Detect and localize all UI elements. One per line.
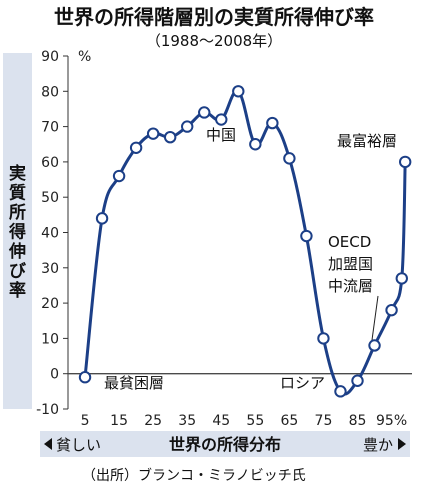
data-point [78, 371, 92, 384]
annotation-oecd: OECD [328, 233, 371, 251]
data-point [112, 169, 126, 183]
data-point [317, 332, 330, 345]
y-tick-label: 80 [41, 84, 59, 100]
y-axis: -10 0 10 20 30 40 50 60 70 80 90 [36, 49, 412, 418]
x-tick-label: 45 [212, 413, 230, 429]
arrow-right-icon [398, 438, 406, 450]
data-point [198, 106, 211, 119]
data-point [385, 303, 398, 317]
data-point [266, 116, 279, 130]
annotation-russia: ロシア [280, 374, 325, 392]
annotation-china: 中国 [206, 126, 236, 144]
data-point [146, 127, 160, 140]
x-tick-label: 55 [246, 413, 264, 429]
data-point [351, 374, 364, 387]
data-point [163, 130, 177, 144]
x-tick-label: 35 [178, 413, 196, 429]
y-tick-label: -10 [36, 402, 59, 418]
data-point [334, 385, 347, 398]
x-tick-label: 65 [280, 413, 298, 429]
data-point [181, 120, 194, 133]
data-point [398, 155, 412, 169]
xlabel-band [40, 431, 410, 457]
data-point [232, 85, 245, 98]
data-point [283, 152, 296, 165]
y-tick-label: 10 [41, 331, 59, 347]
x-tick-label: 95% [376, 413, 407, 429]
y-axis-label: 実質所得伸び率 [8, 163, 26, 301]
source-note: （出所）ブランコ・ミラノビッチ氏 [82, 467, 306, 484]
data-point [300, 229, 313, 243]
y-tick-label: 90 [41, 49, 59, 65]
annotation-richest: 最富裕層 [337, 132, 397, 150]
data-point [395, 272, 408, 285]
data-point [95, 212, 109, 225]
arrow-left-icon [44, 438, 52, 450]
chart-title: 世界の所得階層別の実質所得伸び率 [54, 5, 374, 29]
annotation-middle-class: 中流層 [328, 277, 373, 295]
y-tick-label: 30 [41, 261, 59, 277]
data-point [215, 113, 228, 126]
x-right-label: 豊か [363, 436, 393, 454]
x-tick-label: 25 [144, 413, 162, 429]
y-tick-label: 50 [41, 190, 59, 206]
y-tick-label: 70 [41, 120, 59, 136]
x-tick-label: 5 [81, 413, 90, 429]
annotation-oecd-member: 加盟国 [328, 255, 373, 273]
x-tick-label: 15 [110, 413, 128, 429]
ylabel-band [3, 53, 32, 409]
chart-subtitle: （1988〜2008年） [146, 32, 282, 50]
x-tick-label: 85 [349, 413, 367, 429]
x-left-label: 貧しい [56, 436, 101, 454]
x-axis: 5 15 25 35 45 55 65 75 85 95% [81, 413, 408, 429]
annotation-oecd-pointer [371, 295, 379, 341]
y-tick-label: 40 [41, 226, 59, 242]
y-tick-label: 60 [41, 155, 59, 171]
data-point [129, 141, 143, 154]
y-unit-label: % [78, 49, 91, 65]
x-tick-label: 75 [315, 413, 333, 429]
x-axis-label: 世界の所得分布 [169, 435, 281, 454]
annotation-poorest: 最貧困層 [104, 374, 164, 392]
data-point [368, 339, 381, 352]
y-tick-label: 20 [41, 296, 59, 312]
series-markers [78, 85, 412, 398]
data-point [249, 138, 262, 151]
y-tick-label: 0 [50, 367, 59, 383]
